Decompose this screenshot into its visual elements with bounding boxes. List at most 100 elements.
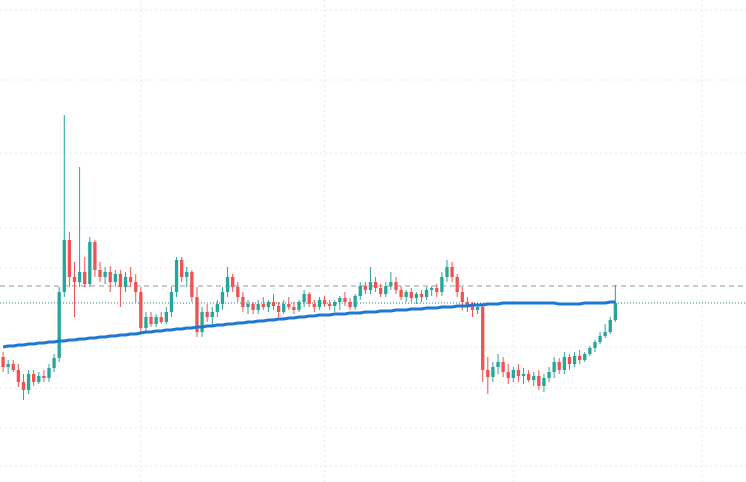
candle-body: [419, 294, 424, 297]
candle-body: [481, 307, 485, 370]
candle-body: [205, 312, 209, 317]
candle-body: [368, 282, 373, 290]
candle-body: [312, 304, 316, 307]
candle-body: [215, 304, 220, 312]
candle-body: [241, 297, 245, 307]
candle-body: [26, 374, 31, 390]
candle-body: [511, 370, 515, 378]
candle-body: [409, 292, 413, 298]
candle-body: [384, 286, 388, 294]
candle-body: [134, 282, 138, 292]
candle-body: [220, 292, 225, 304]
candle-body: [521, 374, 526, 376]
candle-body: [516, 370, 521, 376]
candle-body: [302, 294, 306, 302]
candle-body: [613, 303, 618, 320]
candle-body: [128, 277, 133, 282]
candle-body: [47, 368, 51, 378]
candle-body: [271, 302, 276, 306]
candle-body: [149, 317, 153, 324]
candle-body: [373, 282, 378, 288]
candle-body: [282, 304, 286, 312]
candle-body: [169, 292, 174, 312]
candle-body: [475, 307, 480, 310]
candle-body: [338, 298, 342, 302]
candle-body: [185, 272, 189, 277]
candle-body: [603, 332, 607, 336]
candle-body: [435, 288, 439, 292]
candle-body: [501, 362, 505, 372]
candle-body: [144, 317, 148, 328]
candle-body: [159, 317, 163, 322]
candle-body: [353, 296, 357, 307]
candle-body: [210, 312, 214, 317]
candle-body: [179, 260, 184, 277]
candle-body: [307, 294, 311, 304]
candle-body: [103, 272, 107, 277]
candle-body: [424, 290, 429, 297]
candle-body: [256, 304, 260, 310]
candle-body: [486, 370, 490, 377]
candle-body: [174, 260, 179, 292]
candle-body: [287, 304, 291, 307]
candle-body: [537, 376, 541, 386]
candle-body: [62, 240, 66, 292]
candle-body: [593, 342, 597, 348]
candle-body: [57, 292, 61, 358]
candle-body: [317, 300, 322, 307]
candle-body: [276, 306, 281, 312]
candle-body: [491, 367, 495, 377]
candle-body: [16, 370, 21, 382]
candle-body: [231, 277, 235, 287]
candle-body: [445, 267, 449, 277]
candle-body: [322, 300, 327, 304]
candle-body: [327, 304, 332, 306]
candle-body: [21, 382, 26, 390]
candle-body: [608, 320, 612, 332]
candle-body: [404, 292, 408, 297]
candle-body: [139, 292, 143, 328]
candle-body: [246, 304, 250, 307]
candle-body: [450, 267, 454, 277]
candle-body: [363, 286, 368, 290]
candle-body: [113, 274, 117, 282]
candle-body: [6, 364, 10, 367]
candle-body: [577, 356, 582, 360]
candle-body: [292, 307, 296, 310]
candle-body: [567, 357, 572, 364]
candle-body: [83, 272, 87, 284]
candle-body: [88, 242, 92, 284]
candle-body: [526, 374, 531, 380]
candle-body: [251, 304, 255, 310]
candle-body: [108, 272, 112, 282]
candle-body: [552, 362, 556, 372]
candle-body: [506, 372, 510, 378]
candle-body: [118, 274, 123, 287]
candle-body: [440, 277, 444, 292]
candle-body: [532, 376, 536, 380]
candle-body: [52, 358, 56, 368]
candle-body: [67, 240, 72, 277]
candle-body: [562, 357, 567, 370]
candle-body: [588, 348, 592, 354]
candle-body: [261, 304, 265, 307]
candle-body: [358, 286, 362, 296]
candle-body: [496, 362, 500, 367]
candle-body: [583, 354, 587, 360]
candle-body: [1, 357, 5, 367]
candle-body: [465, 302, 470, 306]
candle-body: [389, 282, 393, 286]
candle-body: [542, 378, 546, 386]
candle-body: [164, 312, 169, 322]
candle-body: [190, 272, 194, 297]
candle-body: [32, 374, 36, 382]
candle-body: [200, 312, 204, 332]
candle-body: [98, 270, 102, 277]
candle-body: [195, 297, 199, 332]
candle-body: [77, 272, 82, 282]
candle-body: [72, 277, 77, 282]
candle-body: [547, 372, 551, 378]
candle-body: [93, 242, 97, 270]
candle-body: [333, 302, 337, 306]
